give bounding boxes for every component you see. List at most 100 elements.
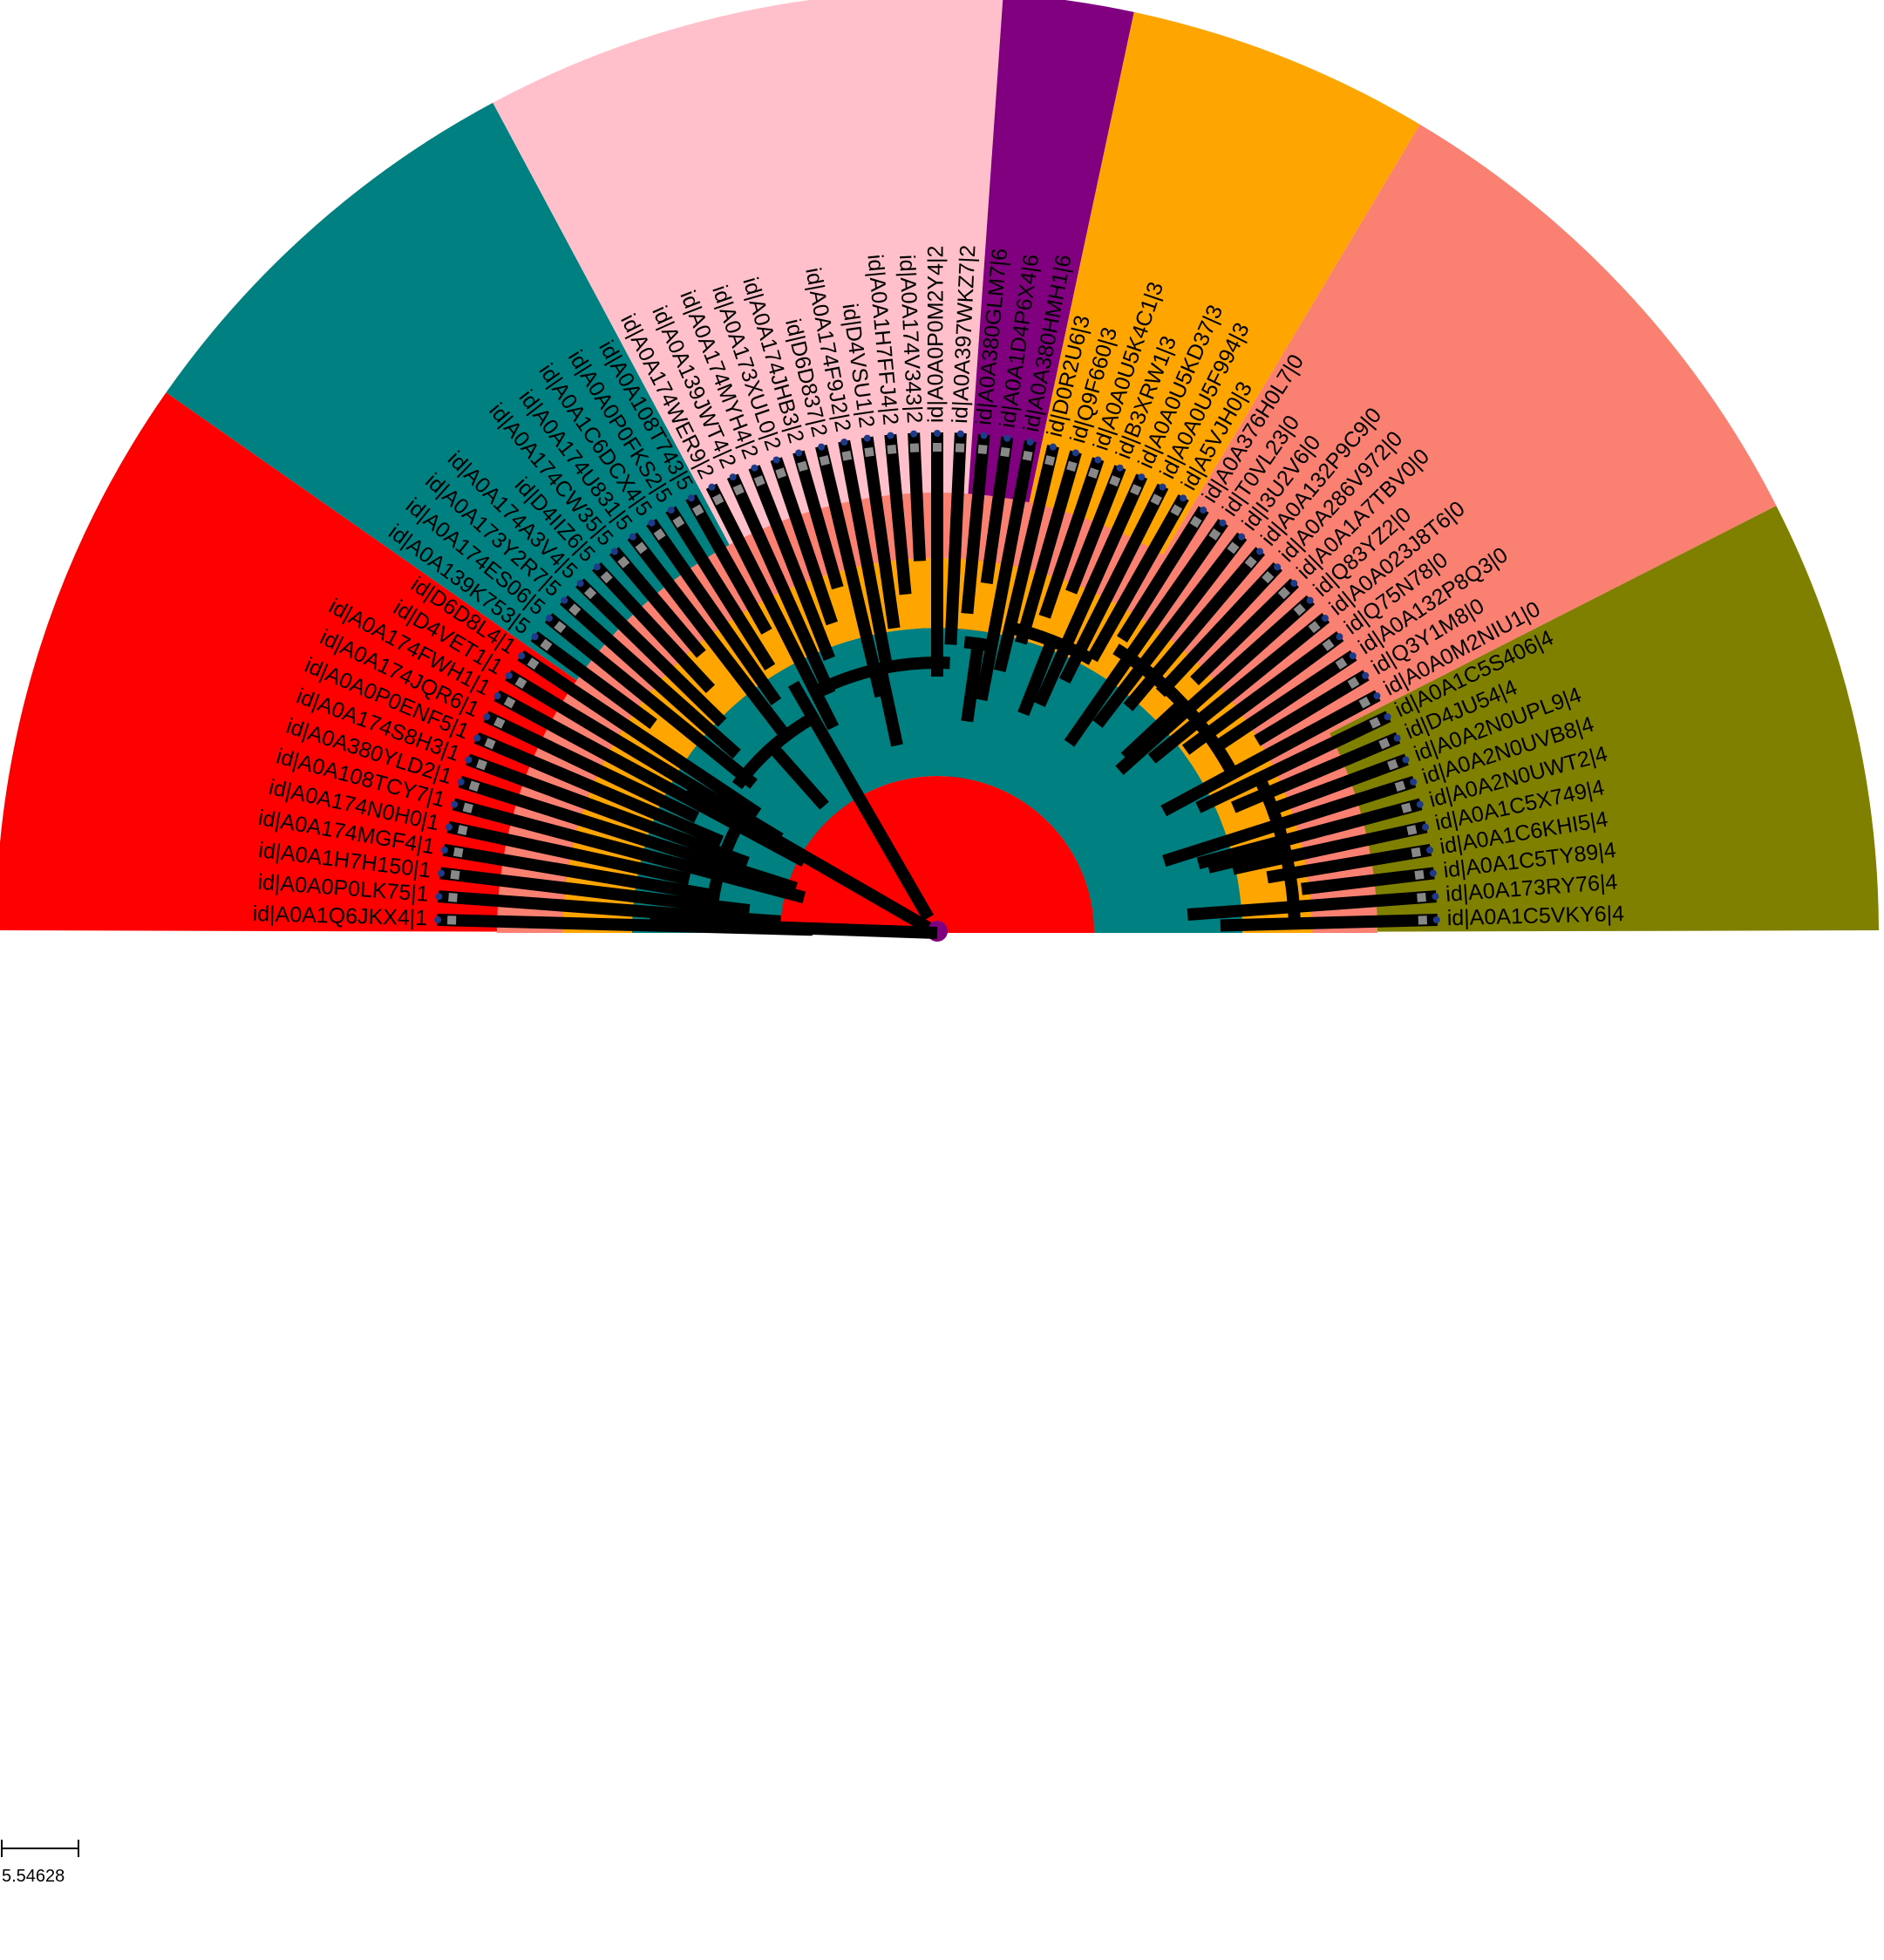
leaf-branch (1267, 753, 1409, 816)
leaf-marker (1109, 475, 1121, 487)
leaf-node (1432, 893, 1439, 901)
leaf-branch (1187, 890, 1437, 921)
leaf-node (772, 456, 780, 464)
leaf-branch (908, 432, 927, 561)
leaf-marker (540, 638, 553, 651)
leaf-marker (1262, 570, 1275, 584)
leaf-branch (1015, 450, 1082, 645)
leaf-node (1238, 533, 1246, 541)
leaf-branch (980, 436, 1014, 584)
leaf-marker (493, 717, 506, 729)
leaf-marker (1406, 825, 1418, 835)
scale-bar: 5.54628 (1, 1840, 79, 1886)
leaf-marker (462, 802, 473, 813)
leaf-node (1393, 734, 1401, 742)
leaf-node (1094, 456, 1102, 464)
leaf-branch (452, 798, 806, 904)
leaf-node (1416, 800, 1424, 808)
leaf-branch (860, 436, 901, 630)
clade-stem-0 (1120, 698, 1187, 762)
leaf-node (1306, 596, 1314, 604)
clade-stem-1 (719, 858, 799, 895)
leaf-branch (1254, 670, 1370, 746)
leaf-branch (1092, 532, 1248, 728)
leaf-node (1432, 916, 1440, 924)
leaf-marker (1358, 697, 1371, 709)
leaf-node (1362, 671, 1370, 679)
root-branch (649, 916, 938, 939)
clade-stem-2 (874, 667, 903, 747)
leaf-marker (1208, 528, 1221, 541)
leaf-marker (1335, 657, 1348, 670)
leaf-node (863, 434, 871, 442)
leaf-node (1274, 563, 1282, 571)
leaf-marker (450, 869, 460, 880)
leaf-marker (452, 847, 464, 858)
leaf-marker (977, 444, 988, 454)
leaf-branch (1196, 798, 1423, 870)
leaf-node (956, 430, 964, 438)
leaf-node (1219, 519, 1227, 527)
leaf-node (438, 869, 445, 877)
leaf-node (1116, 464, 1124, 472)
leaf-node (910, 430, 918, 438)
leaf-marker (617, 555, 630, 568)
leaf-marker (1418, 915, 1427, 925)
clade-stem-5 (767, 743, 829, 810)
leaf-node (1402, 756, 1410, 764)
clade-stem-4 (1207, 843, 1287, 874)
leaf-marker (1401, 802, 1412, 813)
leaf-marker (1066, 460, 1078, 473)
leaf-branch (1190, 578, 1299, 685)
leaf-branch (838, 439, 893, 664)
leaf-branch (1220, 913, 1438, 932)
leaf-branch (446, 820, 691, 886)
leaf-marker (554, 621, 567, 634)
leaf-marker (1308, 621, 1321, 634)
leaf-node (1429, 869, 1437, 877)
leaf-marker (909, 443, 920, 453)
leaf-branch (1086, 493, 1189, 663)
leaf-branch (975, 439, 1037, 702)
leaf-node (451, 800, 459, 808)
leaf-marker (1417, 893, 1426, 902)
leaf-node (593, 563, 601, 571)
leaf-marker (1087, 467, 1099, 479)
leaf-marker (1387, 759, 1398, 771)
leaf-node (1349, 652, 1357, 660)
leaf-marker (1414, 869, 1425, 880)
leaf-branch (1065, 465, 1126, 595)
leaf-node (818, 443, 826, 451)
leaf-marker (933, 443, 942, 452)
leaf-marker (1022, 450, 1033, 461)
leaf-label: id|A0A0P0M2Y4|2 (924, 246, 949, 423)
leaf-node (434, 916, 442, 924)
leaf-branch (770, 457, 838, 626)
leaf-branch (665, 506, 776, 671)
leaf-node (440, 846, 448, 854)
root-branch (787, 680, 935, 922)
leaf-marker (568, 603, 582, 616)
leaf-marker (955, 443, 965, 453)
leaf-node (445, 823, 452, 831)
leaf-branch (1033, 473, 1148, 707)
leaf-marker (476, 759, 487, 771)
leaf-marker (1394, 780, 1406, 792)
leaf-marker (503, 697, 516, 709)
leaf-branch (748, 465, 835, 661)
leaf-node (576, 580, 584, 588)
leaf-marker (841, 450, 853, 461)
leaf-branch (559, 595, 741, 759)
leaf-branch (961, 433, 990, 615)
leaf-node (1322, 615, 1330, 623)
leaf-branch (575, 578, 727, 727)
leaf-marker (457, 825, 468, 835)
leaf-branch (530, 631, 657, 730)
leaf-node (465, 756, 473, 764)
clade-stem-3 (1017, 638, 1058, 717)
leaf-branch (466, 753, 750, 869)
leaf-marker (1044, 455, 1056, 466)
leaf-branch (1266, 843, 1432, 884)
leaf-branch (483, 711, 700, 823)
